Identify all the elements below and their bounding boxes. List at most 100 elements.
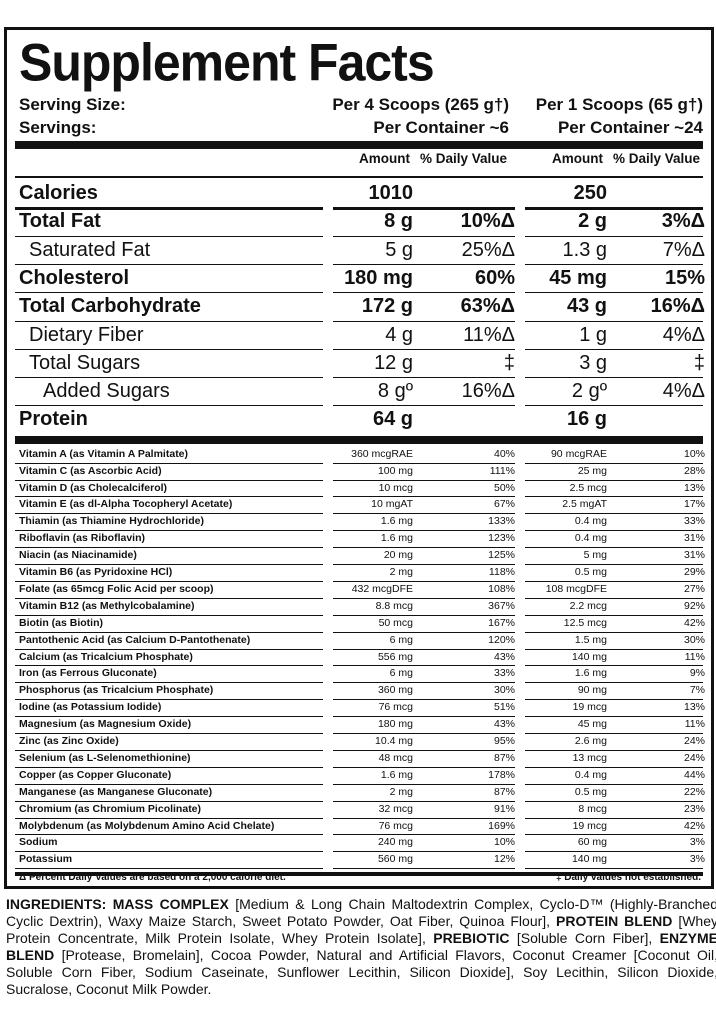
nutrient-dv-b: 31% bbox=[683, 532, 705, 545]
nutrient-dv-a: 178% bbox=[488, 768, 515, 781]
nutrient-rule bbox=[333, 597, 515, 599]
nutrient-amount-a: 1.6 mg bbox=[380, 768, 413, 781]
nutrient-label: Biotin (as Biotin) bbox=[19, 616, 103, 629]
nutrient-rule bbox=[15, 597, 323, 599]
macro-row: Saturated Fat 5 g 25%Δ 1.3 g 7%Δ bbox=[7, 236, 716, 264]
nutrient-dv-b: 27% bbox=[683, 582, 705, 595]
macro-rule bbox=[15, 207, 323, 211]
macro-rule bbox=[333, 235, 515, 237]
nutrient-rule bbox=[15, 614, 323, 616]
nutrient-amount-a: 32 mcg bbox=[378, 802, 413, 815]
nutrient-amount-b: 2.6 mg bbox=[574, 735, 607, 747]
nutrient-rule bbox=[15, 749, 323, 751]
macro-row: Dietary Fiber 4 g 11%Δ 1 g 4%Δ bbox=[7, 321, 716, 349]
nutrient-dv-a: 95% bbox=[493, 735, 515, 747]
nutrient-row: Potassium 560 mg 12% 140 mg 3% bbox=[7, 851, 716, 868]
nutrient-row: Copper (as Copper Gluconate) 1.6 mg 178% 0.… bbox=[7, 767, 716, 784]
nutrient-dv-a: 125% bbox=[488, 549, 515, 562]
nutrient-rule bbox=[525, 631, 703, 633]
nutrient-amount-a: 10 mgAT bbox=[371, 498, 413, 511]
nutrient-dv-a: 40% bbox=[493, 447, 515, 460]
nutrient-dv-a: 111% bbox=[489, 464, 515, 477]
macro-rule bbox=[15, 405, 323, 407]
nutrient-rule bbox=[525, 851, 703, 853]
nutrient-label: Folate (as 65mcg Folic Acid per scoop) bbox=[19, 582, 214, 595]
nutrient-amount-a: 50 mcg bbox=[378, 616, 413, 629]
nutrient-row: Manganese (as Manganese Gluconate) 2 mg 87… bbox=[7, 784, 716, 801]
nutrient-rule bbox=[15, 834, 323, 836]
macro-amount-a: 172 g bbox=[361, 295, 413, 318]
nutrient-amount-b: 0.5 mg bbox=[574, 566, 607, 578]
footnote-divider bbox=[15, 872, 703, 877]
macro-amount-b: 250 bbox=[573, 182, 607, 204]
nutrient-amount-b: 12.5 mcg bbox=[563, 616, 607, 629]
nutrient-rule bbox=[525, 800, 703, 802]
macro-rule bbox=[15, 235, 323, 237]
nutrient-rule bbox=[525, 547, 703, 549]
nutrient-rule bbox=[333, 547, 515, 549]
nutrient-row: Selenium (as L-Selenomethionine) 48 mcg 87… bbox=[7, 750, 716, 767]
nutrient-rule bbox=[525, 597, 703, 599]
nutrient-rule bbox=[525, 868, 703, 870]
header-divider bbox=[15, 141, 703, 149]
nutrient-rule bbox=[525, 766, 703, 768]
macro-label: Protein bbox=[19, 408, 88, 431]
macro-rule bbox=[15, 377, 323, 379]
macro-dv-b: 4%Δ bbox=[662, 380, 705, 403]
macro-rule bbox=[525, 207, 703, 211]
nutrient-label: Vitamin B6 (as Pyridoxine HCl) bbox=[19, 566, 173, 578]
nutrient-amount-b: 13 mcg bbox=[572, 751, 607, 764]
nutrient-rule bbox=[333, 496, 515, 498]
nutrient-rule bbox=[15, 699, 323, 701]
nutrient-dv-a: 12% bbox=[493, 853, 515, 866]
nutrient-amount-b: 108 mcgDFE bbox=[545, 582, 607, 595]
macro-rule bbox=[333, 320, 515, 322]
macro-dv-a: 63%Δ bbox=[460, 295, 515, 318]
nutrient-row: Magnesium (as Magnesium Oxide) 180 mg 43% 4… bbox=[7, 716, 716, 733]
nutrient-row: Vitamin A (as Vitamin A Palmitate) 360 mc… bbox=[7, 446, 716, 463]
nutrient-amount-b: 45 mg bbox=[577, 718, 607, 731]
nutrient-row: Zinc (as Zinc Oxide) 10.4 mg 95% 2.6 mg 24% bbox=[7, 733, 716, 750]
macro-amount-b: 16 g bbox=[566, 408, 607, 431]
nutrient-dv-a: 33% bbox=[493, 667, 515, 680]
nutrient-dv-b: 24% bbox=[683, 751, 705, 764]
macro-dv-b: 16%Δ bbox=[650, 295, 705, 318]
nutrient-dv-a: 367% bbox=[488, 599, 515, 612]
nutrient-amount-a: 20 mg bbox=[383, 549, 413, 562]
nutrient-dv-a: 10% bbox=[493, 836, 515, 849]
nutrient-row: Chromium (as Chromium Picolinate) 32 mcg 9… bbox=[7, 801, 716, 818]
nutrient-amount-a: 76 mcg bbox=[378, 701, 413, 714]
macro-label: Total Carbohydrate bbox=[19, 295, 201, 318]
macro-label: Calories bbox=[19, 182, 98, 204]
macro-dv-b: 15% bbox=[664, 266, 705, 289]
nutrient-dv-b: 10% bbox=[683, 447, 705, 460]
nutrient-rule bbox=[333, 783, 515, 785]
macro-amount-b: 45 mg bbox=[549, 266, 607, 289]
nutrient-dv-b: 92% bbox=[683, 599, 705, 612]
nutrient-rule bbox=[525, 614, 703, 616]
macro-row: Total Sugars 12 g ‡ 3 g ‡ bbox=[7, 349, 716, 377]
nutrient-rule bbox=[15, 800, 323, 802]
nutrient-amount-b: 2.5 mcg bbox=[569, 481, 607, 494]
nutrient-amount-a: 2 mg bbox=[389, 785, 413, 798]
nutrient-rule bbox=[333, 462, 515, 464]
macro-row: Cholesterol 180 mg 60% 45 mg 15% bbox=[7, 264, 716, 292]
macro-rule bbox=[15, 263, 323, 265]
ingredient-heading: PROTEIN BLEND bbox=[556, 913, 673, 929]
nutrient-rule bbox=[15, 580, 323, 582]
macro-amount-a: 8 gº bbox=[377, 380, 413, 403]
nutrient-row: Pantothenic Acid (as Calcium D-Pantothen… bbox=[7, 632, 716, 649]
nutrient-dv-b: 9% bbox=[689, 667, 705, 680]
nutrient-rule bbox=[525, 733, 703, 734]
nutrient-rule bbox=[333, 800, 515, 802]
nutrient-dv-b: 13% bbox=[683, 701, 705, 714]
nutrient-dv-b: 17% bbox=[683, 498, 705, 511]
nutrient-dv-b: 13% bbox=[683, 481, 705, 494]
nutrient-rule bbox=[525, 496, 703, 498]
nutrient-amount-a: 240 mg bbox=[377, 836, 413, 849]
macro-dv-a: 10%Δ bbox=[460, 210, 515, 233]
nutrient-label: Vitamin D (as Cholecalciferol) bbox=[19, 481, 168, 494]
nutrient-amount-a: 360 mcgRAE bbox=[351, 447, 413, 460]
nutrient-rule bbox=[525, 665, 703, 667]
nutrient-label: Copper (as Copper Gluconate) bbox=[19, 768, 172, 781]
